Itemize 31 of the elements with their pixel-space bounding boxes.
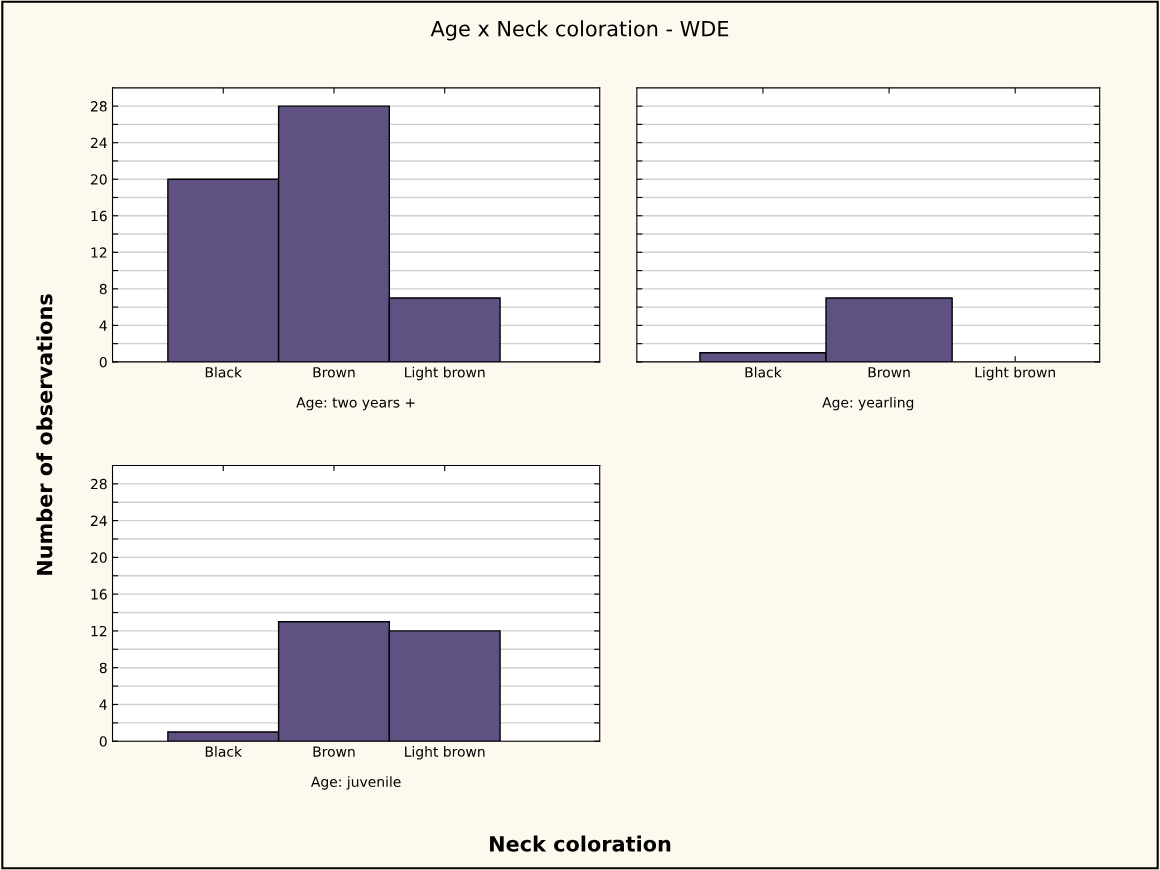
- x-tick-label: Brown: [313, 746, 355, 757]
- y-tick-label: 20: [91, 174, 107, 185]
- y-tick-label: 8: [99, 662, 107, 674]
- x-tick-label: Light brown: [975, 366, 1055, 381]
- x-tick-label: Black: [205, 366, 242, 378]
- x-axis-title: Age: yearling: [822, 396, 914, 411]
- y-tick-label: 16: [91, 589, 107, 600]
- x-tick-label: Light brown: [405, 746, 485, 760]
- y-tick-label: 24: [91, 137, 107, 148]
- y-tick-label: 28: [91, 478, 107, 490]
- y-tick-label: 16: [91, 210, 107, 222]
- text: Neck coloration: [490, 835, 671, 852]
- y-tick-label: 4: [99, 699, 107, 710]
- y-tick-label: 12: [91, 625, 107, 637]
- y-tick-label: 4: [99, 320, 107, 331]
- y-tick-label: 8: [99, 283, 107, 295]
- y-tick-label: 0: [99, 356, 107, 368]
- x-tick-label: Black: [745, 366, 782, 378]
- y-tick-label: 20: [91, 552, 107, 563]
- y-tick-label: 24: [91, 515, 107, 526]
- x-axis-title: Age: two years +: [296, 397, 415, 411]
- x-tick-label: Brown: [868, 367, 910, 378]
- y-axis-title: Number of observations: [36, 294, 53, 575]
- x-axis-title: Age: juvenile: [311, 776, 401, 790]
- text: Age x Neck coloration - WDE: [430, 20, 729, 41]
- y-tick-label: 0: [99, 736, 107, 747]
- y-tick-label: 28: [91, 101, 107, 112]
- x-tick-label: Light brown: [405, 366, 485, 381]
- x-tick-label: Brown: [313, 367, 355, 378]
- y-tick-label: 12: [91, 247, 107, 258]
- x-tick-label: Black: [205, 746, 242, 757]
